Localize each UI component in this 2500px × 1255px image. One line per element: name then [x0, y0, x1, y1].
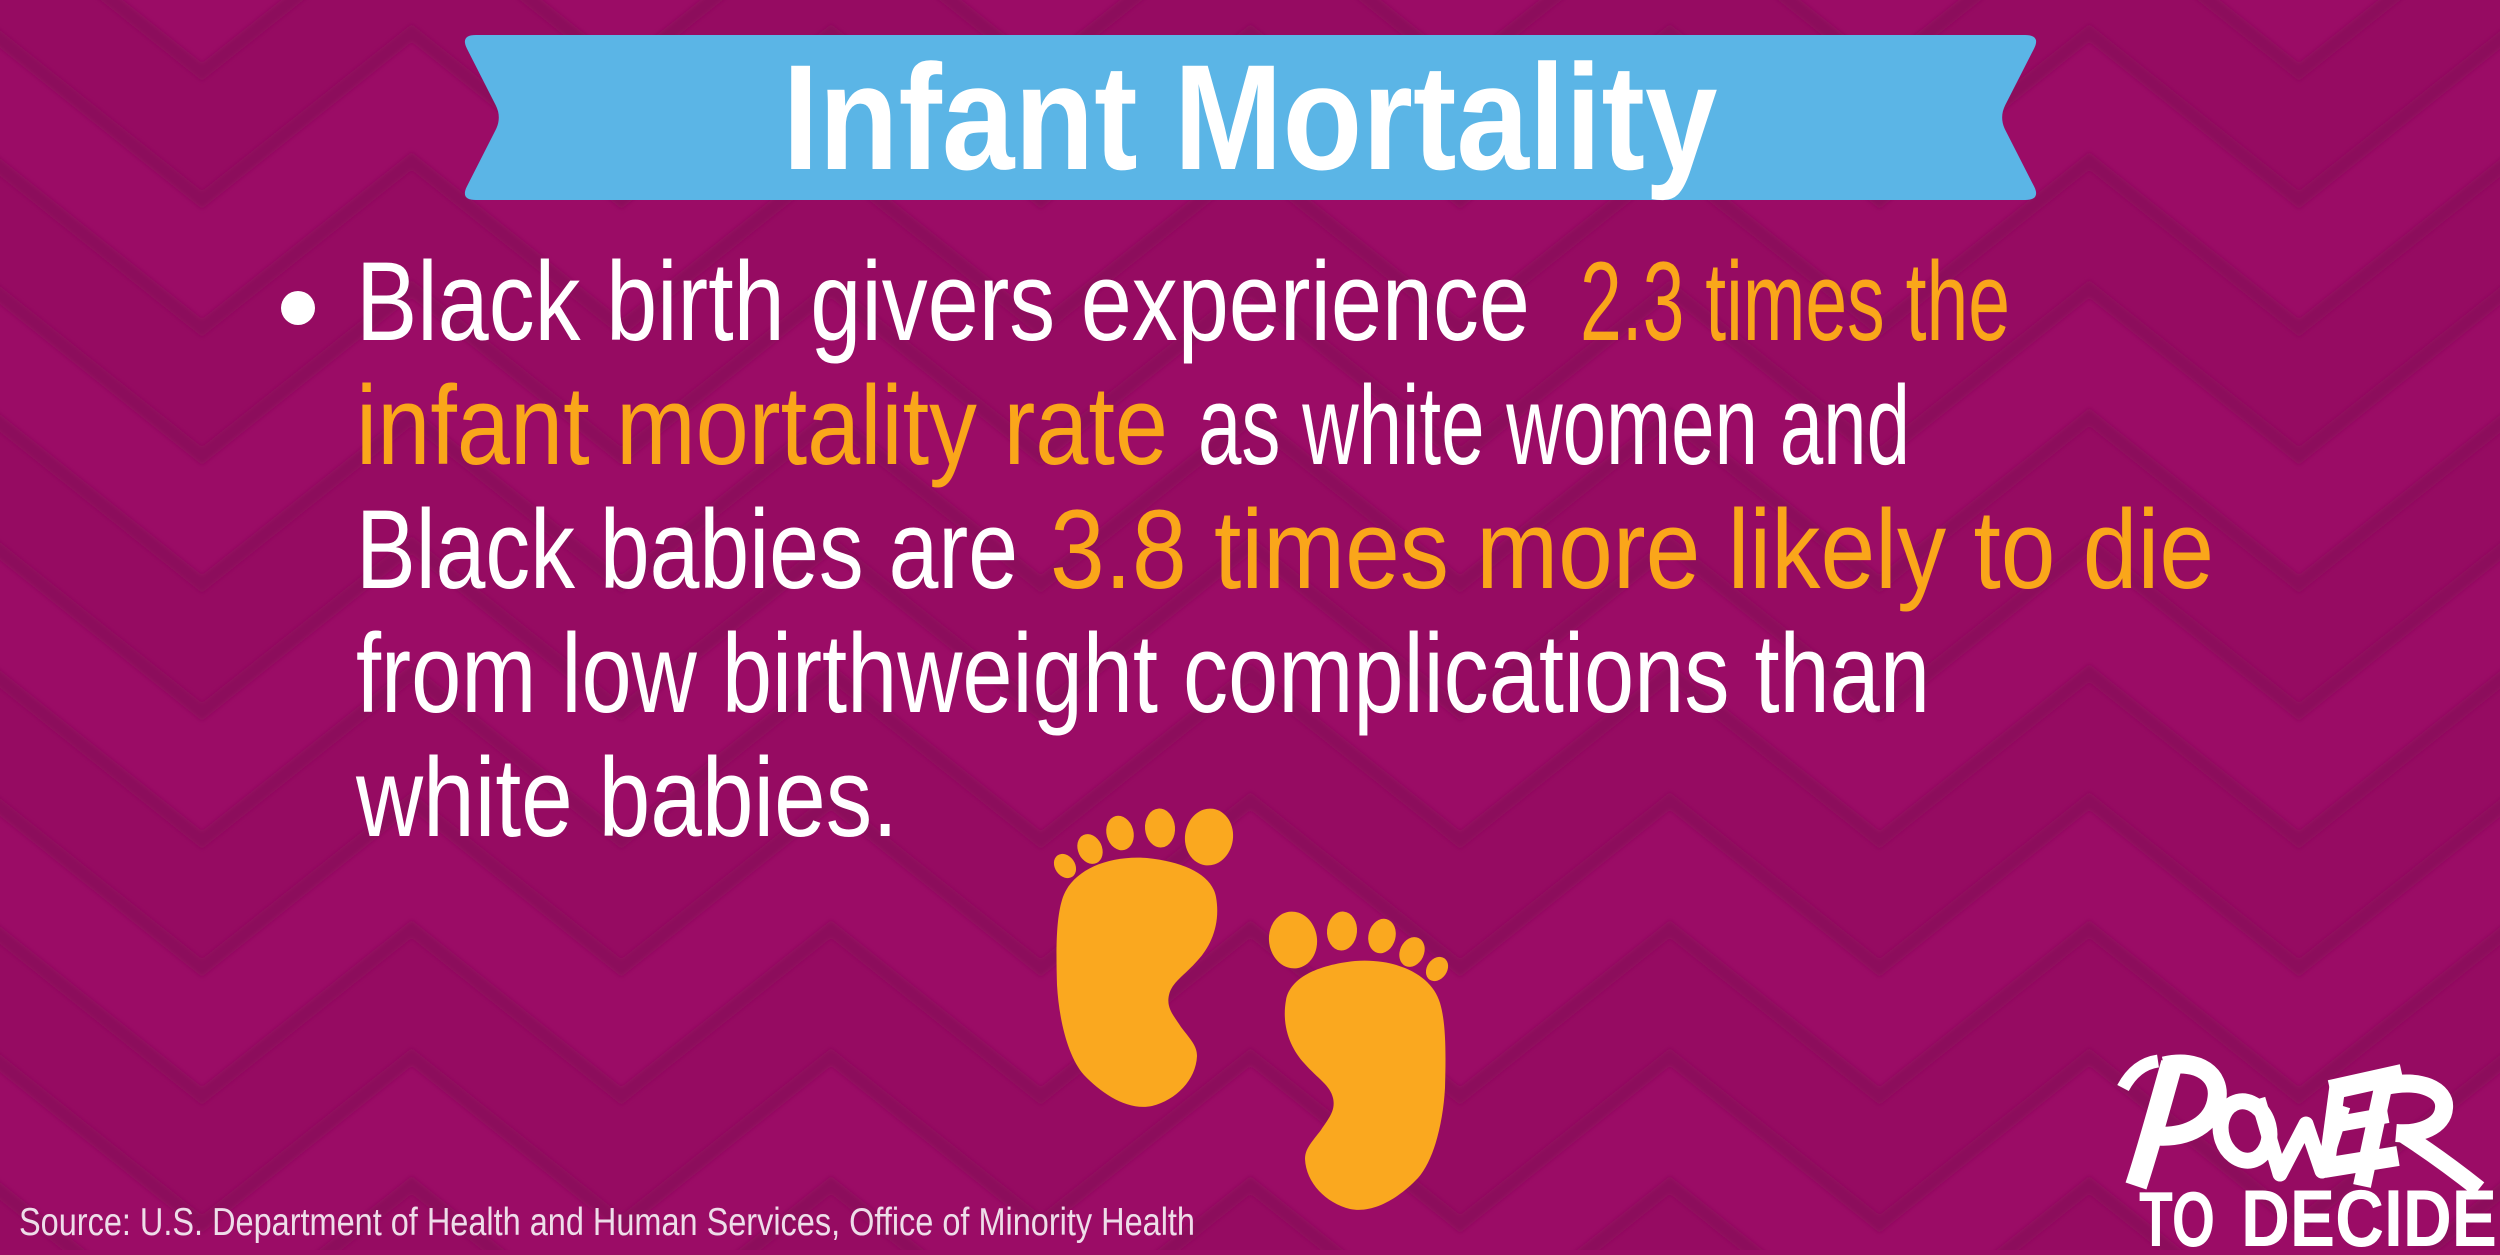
svg-text:as white women and: as white women and — [1198, 363, 1910, 488]
svg-text:white babies.: white babies. — [355, 735, 898, 860]
svg-text:Infant Mortality: Infant Mortality — [783, 33, 1718, 201]
svg-text:from low birthweight complicat: from low birthweight complications than — [356, 611, 1930, 736]
svg-text:Black babies are: Black babies are — [356, 487, 1018, 612]
svg-text:DECIDE: DECIDE — [2241, 1174, 2497, 1250]
svg-text:Source: U.S. Department of Hea: Source: U.S. Department of Health and Hu… — [19, 1201, 1195, 1244]
svg-text:infant mortality rate: infant mortality rate — [356, 363, 1168, 488]
svg-text:3.8 times more likely to die: 3.8 times more likely to die — [1050, 487, 2214, 612]
svg-text:Black birth givers experience: Black birth givers experience — [356, 239, 1530, 364]
svg-text:2.3 times the: 2.3 times the — [1580, 239, 2010, 364]
svg-text:TO: TO — [2139, 1175, 2215, 1250]
